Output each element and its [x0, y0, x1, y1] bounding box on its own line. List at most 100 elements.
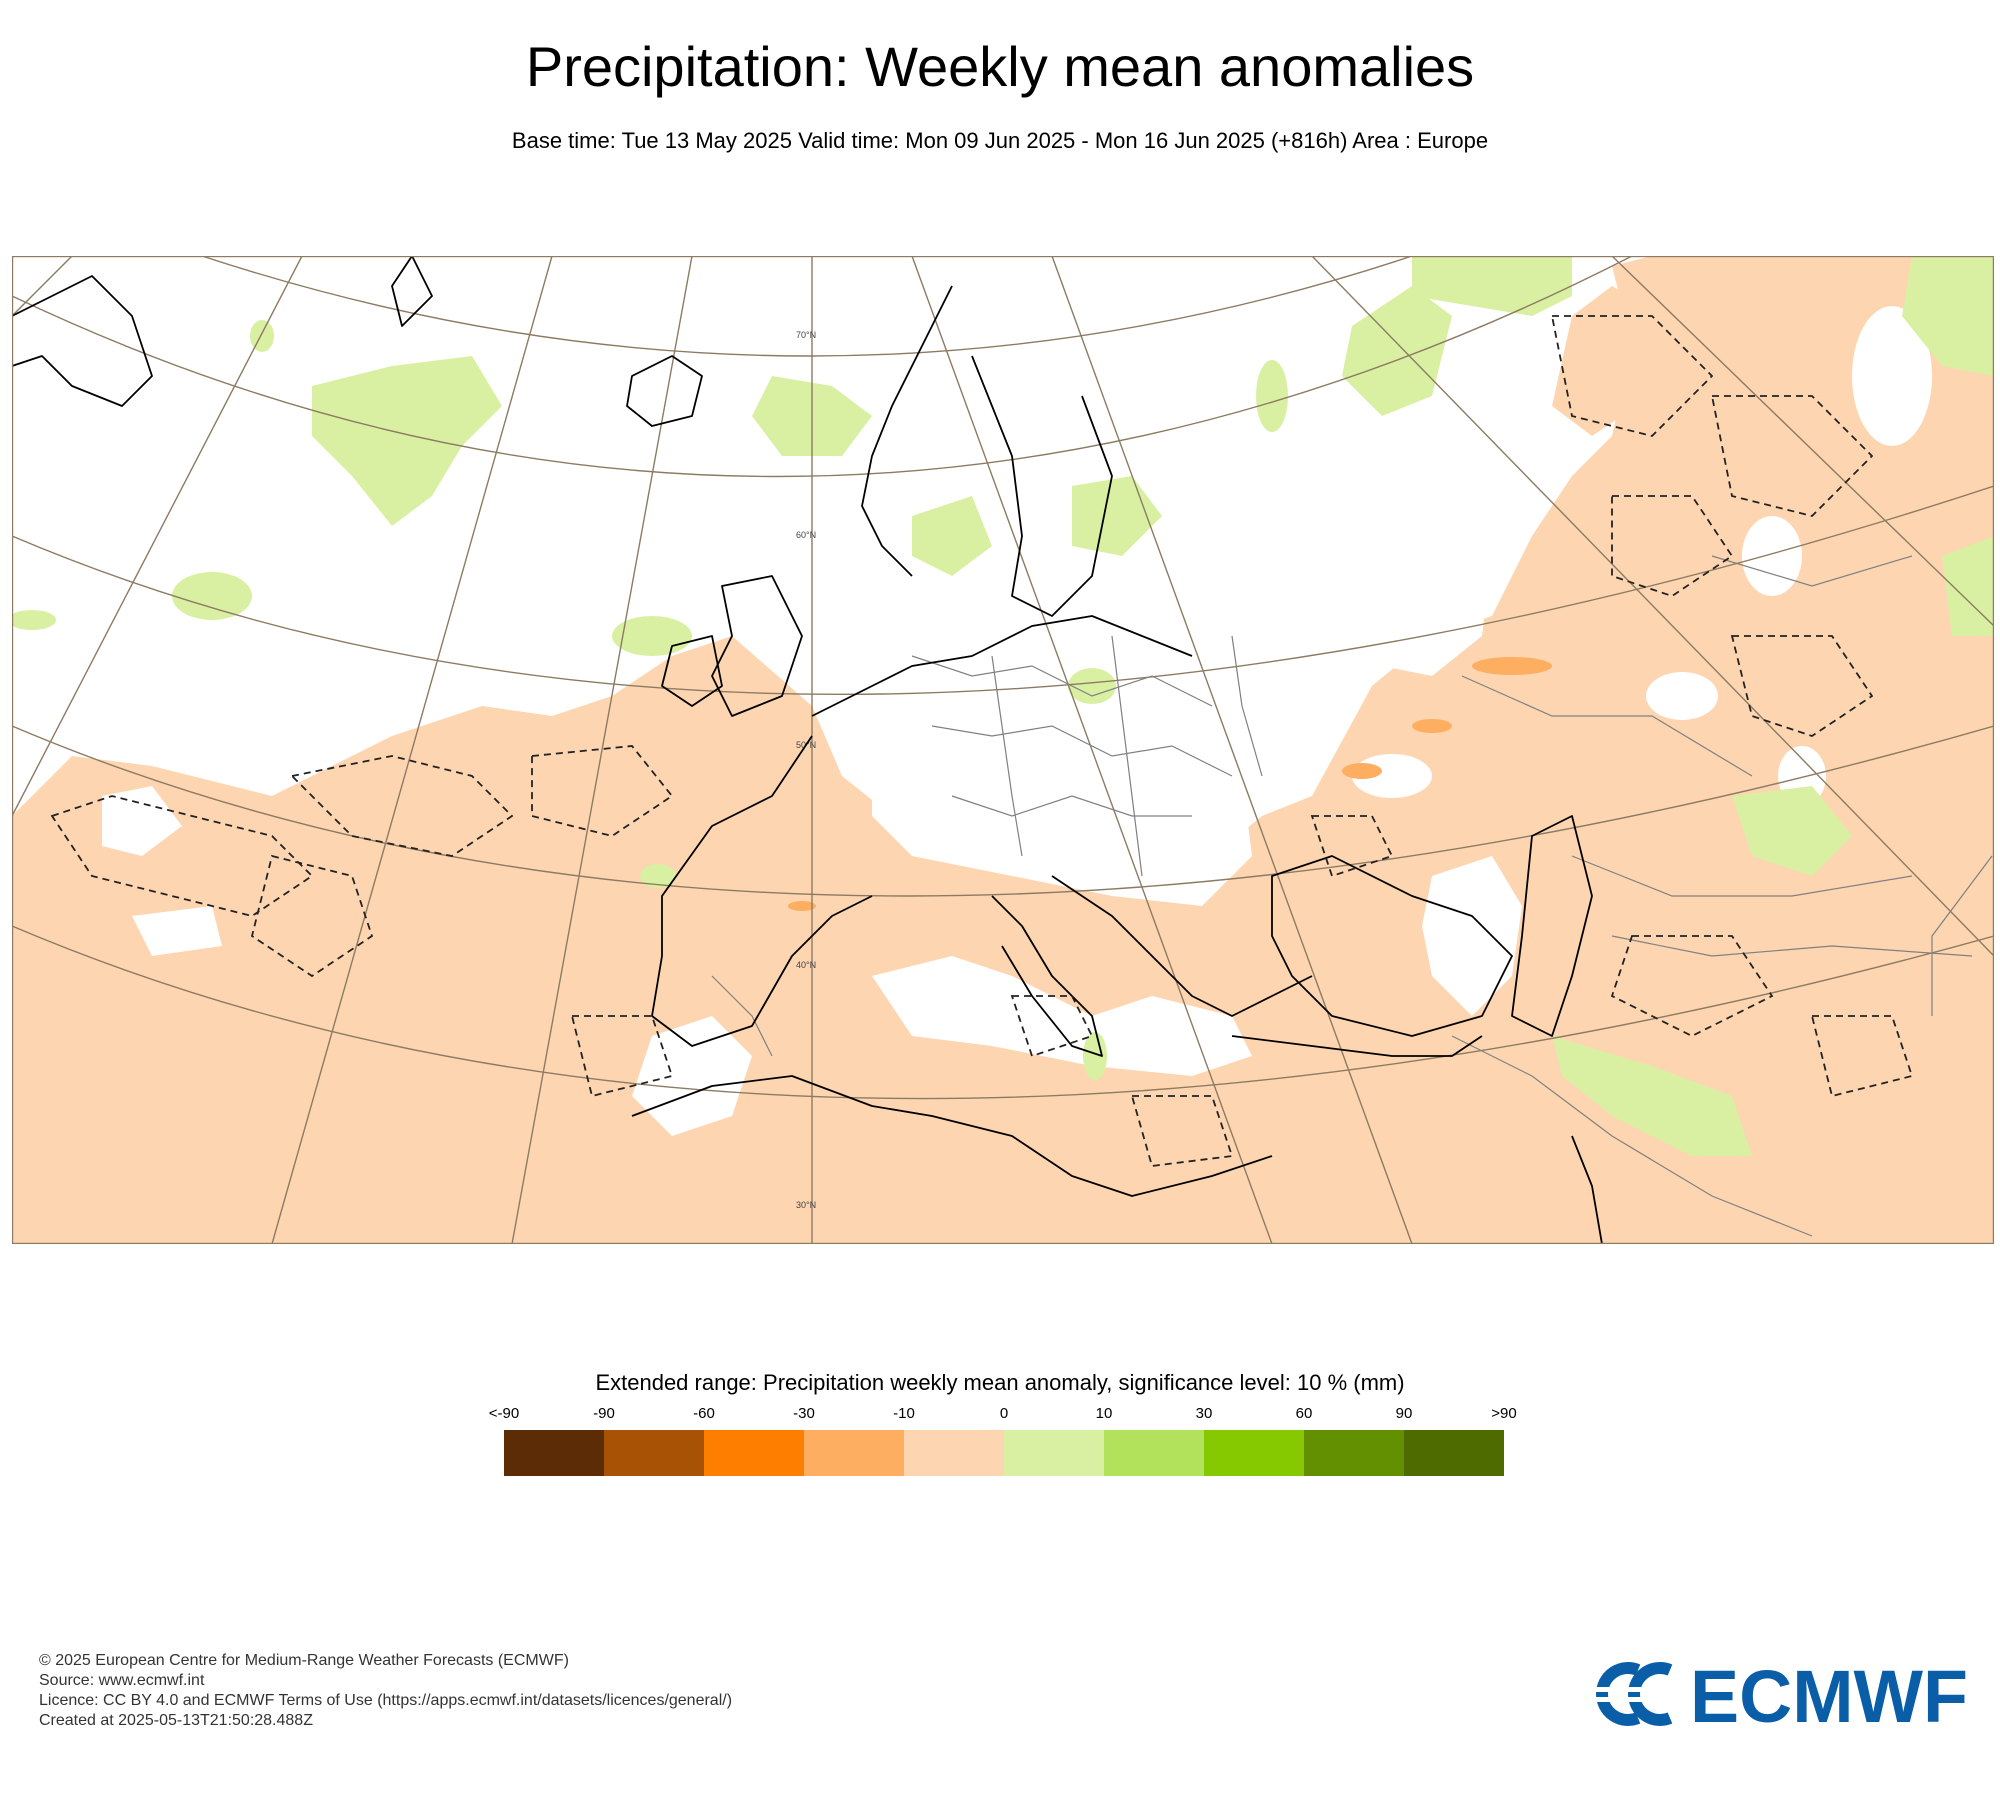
turkey-coast: [1231, 1035, 1483, 1057]
significance-contour: [1610, 935, 1774, 1038]
meridian: [1311, 256, 1994, 957]
lat-label-60n: 60°N: [796, 530, 816, 540]
france-iberia-coast: [651, 735, 873, 1047]
border: [1931, 855, 1993, 1016]
footer-copyright: © 2025 European Centre for Medium-Range …: [39, 1652, 569, 1669]
page-title: Precipitation: Weekly mean anomalies: [525, 35, 1475, 98]
legend-title: Extended range: Precipitation weekly mea…: [595, 1370, 1405, 1395]
strong-negative-patch: [788, 901, 816, 911]
legend-swatch: [1004, 1430, 1104, 1476]
mediterranean-no-signal: [872, 956, 1252, 1076]
positive-anomaly-caspian: [1552, 1036, 1752, 1156]
significance-contour: [570, 1015, 674, 1098]
border: [1451, 1035, 1813, 1237]
negative-anomaly-south: [12, 256, 1994, 1244]
balkans-coast: [1051, 875, 1313, 1017]
ecmwf-logo: ECMWF: [1594, 1658, 1968, 1730]
legend-tick-label: >90: [1491, 1405, 1517, 1422]
country-borders: [711, 555, 1993, 1237]
greenland-coast: [12, 275, 153, 407]
no-signal-patch: [1852, 306, 1932, 446]
positive-anomaly-patch: [1256, 360, 1288, 432]
norway-coast: [861, 285, 953, 577]
meridian: [511, 256, 693, 1244]
legend-tick-label: 90: [1395, 1405, 1413, 1422]
caspian-coast: [1511, 815, 1593, 1037]
no-signal-patch: [1742, 516, 1802, 596]
positive-anomaly-patch: [1083, 1032, 1107, 1080]
legend-swatch: [1304, 1430, 1404, 1476]
central-europe-no-signal: [872, 686, 1252, 906]
lat-label-30n: 30°N: [796, 1200, 816, 1210]
positive-anomaly-russia-northeast: [1902, 256, 1994, 376]
footer-source: Source: www.ecmwf.int: [39, 1672, 205, 1689]
border: [1231, 635, 1263, 777]
positive-anomaly-russia-north: [1412, 256, 1572, 316]
border: [911, 655, 1213, 707]
no-signal-patch: [1646, 672, 1718, 720]
legend-swatch: [704, 1430, 804, 1476]
logo-arc: [1628, 1662, 1673, 1726]
legend-swatch: [1104, 1430, 1204, 1476]
significance-contour: [50, 795, 314, 917]
legend-tick-label: -90: [593, 1405, 615, 1422]
atlantic-no-signal: [102, 786, 182, 856]
ecmwf-logo-text: ECMWF: [1690, 1658, 1968, 1730]
significance-contour: [1010, 995, 1094, 1058]
positive-anomaly-norway: [912, 496, 992, 576]
legend-swatch: [604, 1430, 704, 1476]
legend-swatch: [804, 1430, 904, 1476]
meridian: [12, 256, 73, 317]
significance-contour: [1730, 635, 1874, 737]
border: [991, 655, 1023, 857]
graticule: [12, 256, 1994, 1244]
parallel-60n: [12, 256, 1633, 478]
logo-bar: [1594, 1697, 1680, 1702]
parallel-30n: [12, 925, 1994, 1100]
atlantic-no-signal-2: [132, 906, 222, 956]
positive-anomaly-areas: [12, 256, 1994, 1156]
negative-anomaly-areas: [12, 256, 1994, 1244]
positive-anomaly-scandinavia-north: [1342, 286, 1452, 416]
legend-tick-label: -60: [693, 1405, 715, 1422]
significance-contour: [531, 745, 674, 837]
positive-anomaly-patch: [612, 616, 692, 656]
positive-anomaly-patch: [1068, 668, 1116, 704]
positive-anomaly-patch: [12, 610, 56, 630]
footer-created: Created at 2025-05-13T21:50:28.488Z: [39, 1712, 313, 1729]
black-sea-coast: [1271, 855, 1513, 1037]
greenland-east-coast: [391, 256, 433, 327]
logo-arc: [1596, 1662, 1641, 1726]
strong-negative-patch: [1342, 763, 1382, 779]
positive-anomaly-patch: [250, 320, 274, 352]
europe-north-coast: [811, 615, 1193, 717]
strong-negative-areas: [788, 657, 1552, 911]
legend-swatch: [1404, 1430, 1504, 1476]
strong-negative-patch: [1472, 657, 1552, 675]
significance-contour: [290, 755, 514, 857]
meridian: [911, 256, 1273, 1244]
positive-anomaly-caucasus: [1732, 786, 1852, 876]
positive-anomaly-patch: [172, 572, 252, 620]
ireland-coast: [661, 635, 723, 707]
legend-swatch: [904, 1430, 1004, 1476]
parallel-70n: [201, 256, 1413, 357]
positive-anomaly-atlantic: [312, 356, 502, 526]
meridian: [12, 256, 303, 817]
coastlines: [12, 256, 1603, 1244]
british-isles-coast: [711, 575, 803, 717]
legend-tick-label: 30: [1195, 1405, 1213, 1422]
legend-tick-label: 0: [999, 1405, 1009, 1422]
legend-tick-label: -10: [893, 1405, 915, 1422]
lat-label-40n: 40°N: [796, 960, 816, 970]
eastern-europe-no-signal: [1232, 456, 1492, 676]
legend-swatch: [1204, 1430, 1304, 1476]
legend-tick-label: 10: [1095, 1405, 1113, 1422]
legend-swatch: [504, 1430, 604, 1476]
border: [1111, 635, 1143, 877]
legend-tick-label: 60: [1295, 1405, 1313, 1422]
precipitation-anomaly-map: 70°N 60°N 50°N 40°N 30°N: [12, 256, 1994, 1244]
page-subtitle: Base time: Tue 13 May 2025 Valid time: M…: [511, 128, 1489, 153]
border: [1571, 855, 1913, 897]
positive-anomaly-patch: [640, 864, 676, 888]
